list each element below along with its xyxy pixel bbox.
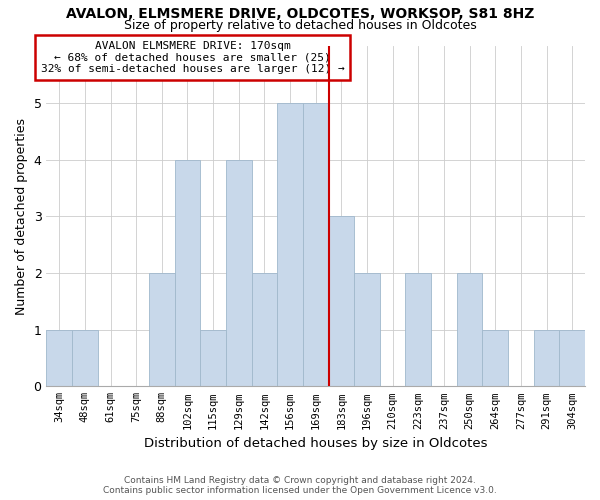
- Bar: [226, 160, 251, 386]
- Bar: [354, 273, 380, 386]
- Text: Contains HM Land Registry data © Crown copyright and database right 2024.
Contai: Contains HM Land Registry data © Crown c…: [103, 476, 497, 495]
- Text: Size of property relative to detached houses in Oldcotes: Size of property relative to detached ho…: [124, 18, 476, 32]
- Bar: [175, 160, 200, 386]
- Bar: [559, 330, 585, 386]
- Bar: [303, 103, 329, 387]
- Bar: [72, 330, 98, 386]
- Bar: [200, 330, 226, 386]
- Bar: [457, 273, 482, 386]
- Bar: [251, 273, 277, 386]
- Bar: [329, 216, 354, 386]
- X-axis label: Distribution of detached houses by size in Oldcotes: Distribution of detached houses by size …: [144, 437, 487, 450]
- Bar: [534, 330, 559, 386]
- Bar: [277, 103, 303, 387]
- Bar: [482, 330, 508, 386]
- Bar: [406, 273, 431, 386]
- Text: AVALON ELMSMERE DRIVE: 170sqm
← 68% of detached houses are smaller (25)
32% of s: AVALON ELMSMERE DRIVE: 170sqm ← 68% of d…: [41, 41, 344, 74]
- Bar: [149, 273, 175, 386]
- Text: AVALON, ELMSMERE DRIVE, OLDCOTES, WORKSOP, S81 8HZ: AVALON, ELMSMERE DRIVE, OLDCOTES, WORKSO…: [66, 8, 534, 22]
- Bar: [46, 330, 72, 386]
- Y-axis label: Number of detached properties: Number of detached properties: [15, 118, 28, 315]
